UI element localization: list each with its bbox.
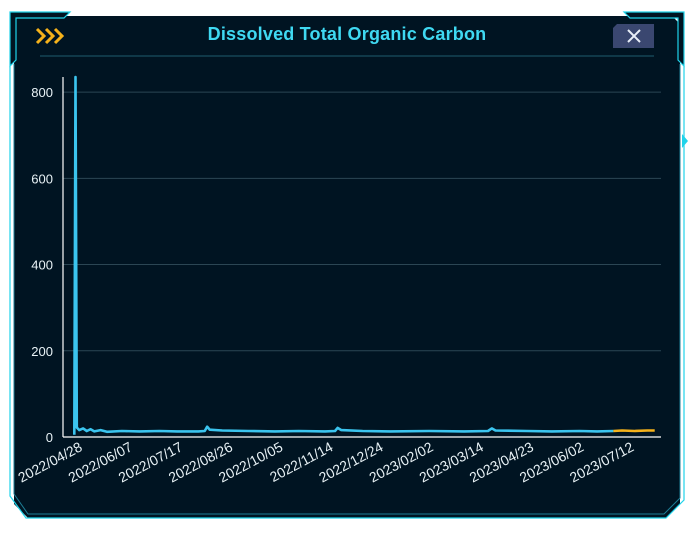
series-line-2	[613, 429, 655, 433]
y-tick-label: 400	[31, 258, 53, 273]
y-tick-label: 200	[31, 344, 53, 359]
chart-title: Dissolved Total Organic Carbon	[207, 24, 487, 44]
y-tick-label: 0	[46, 430, 53, 445]
close-button[interactable]	[613, 24, 654, 48]
y-tick-label: 600	[31, 171, 53, 186]
y-tick-label: 800	[31, 85, 53, 100]
series-line-1	[73, 75, 614, 435]
triple-chevron-right-icon	[35, 27, 65, 45]
close-icon	[627, 29, 641, 43]
